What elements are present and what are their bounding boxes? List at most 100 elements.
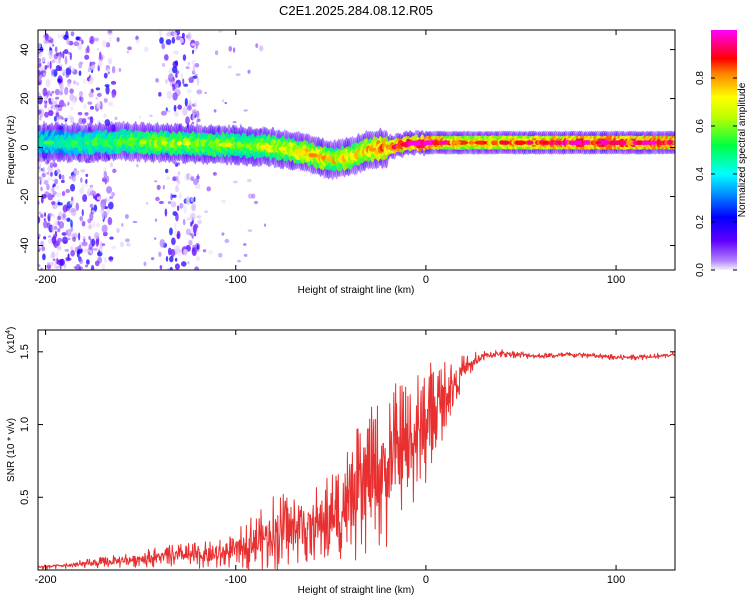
spectrogram-speckle bbox=[107, 71, 110, 75]
spectrogram-speckle bbox=[108, 101, 114, 107]
spectrogram-speckle bbox=[61, 116, 64, 120]
spectrogram-speckle bbox=[46, 172, 50, 175]
spectrogram-speckle bbox=[86, 259, 90, 265]
spectrogram-speckle bbox=[154, 180, 158, 183]
spectrogram-speckle bbox=[41, 173, 46, 178]
spectrogram-peak bbox=[603, 140, 610, 145]
spectrogram-speckle bbox=[99, 249, 103, 253]
spectrogram-speckle bbox=[78, 70, 82, 76]
spectrogram-speckle bbox=[55, 112, 60, 118]
spectrogram-speckle bbox=[50, 261, 55, 267]
spectrogram-speckle bbox=[112, 168, 117, 174]
spectrogram-speckle bbox=[175, 83, 179, 90]
spectrogram-speckle bbox=[31, 234, 34, 241]
spectrogram-speckle bbox=[194, 99, 197, 108]
spectrogram-speckle bbox=[181, 261, 187, 267]
spectrogram-speckle bbox=[29, 153, 31, 159]
spectrogram-cell bbox=[672, 140, 675, 146]
spectrogram-speckle bbox=[59, 64, 63, 67]
spectrogram-speckle bbox=[104, 256, 107, 263]
spectrogram-speckle bbox=[80, 169, 86, 173]
spectrogram-speckle bbox=[44, 212, 47, 217]
spectrogram-peak bbox=[184, 141, 191, 146]
spectrogram-speckle bbox=[34, 239, 38, 244]
spectrogram-speckle bbox=[95, 96, 98, 100]
spectrogram-speckle bbox=[91, 203, 94, 208]
spectrogram-speckle bbox=[192, 224, 197, 234]
spectrogram-speckle bbox=[66, 228, 72, 237]
x-tick-label: 0 bbox=[423, 574, 429, 586]
spectrogram-speckle bbox=[202, 249, 207, 253]
spectrogram-speckle bbox=[38, 200, 40, 206]
spectrogram-speckle bbox=[103, 170, 108, 179]
spectrogram-speckle bbox=[56, 245, 62, 251]
spectrogram-speckle bbox=[57, 228, 61, 233]
spectrogram-speckle bbox=[154, 218, 158, 222]
spectrogram-speckle bbox=[96, 222, 101, 228]
spectrogram-speckle bbox=[69, 183, 76, 192]
spectrogram-speckle bbox=[107, 197, 111, 204]
spectrogram-speckle bbox=[62, 50, 65, 59]
spectrogram-speckle bbox=[32, 155, 35, 160]
spectrogram-speckle bbox=[76, 250, 80, 258]
spectrogram-speckle bbox=[77, 111, 83, 116]
spectrogram-speckle bbox=[51, 200, 56, 206]
spectrogram-speckle bbox=[102, 211, 105, 220]
spectrogram-speckle bbox=[196, 215, 202, 219]
spectrogram-speckle bbox=[46, 183, 50, 191]
spectrogram-speckle bbox=[29, 35, 34, 40]
spectrogram-speckle bbox=[41, 246, 46, 252]
spectrogram-peak bbox=[161, 140, 168, 145]
y-tick-label: 1.5 bbox=[19, 344, 31, 359]
spectrogram-speckle bbox=[52, 162, 58, 168]
spectrogram-speckle bbox=[175, 212, 179, 222]
spectrogram-speckle bbox=[165, 168, 169, 174]
spectrogram-speckle bbox=[96, 196, 101, 201]
spectrogram-speckle bbox=[94, 194, 98, 201]
spectrogram-speckle bbox=[85, 264, 89, 268]
spectrogram-speckle bbox=[174, 222, 177, 230]
spectrogram-speckle bbox=[190, 176, 195, 182]
spectrogram-speckle bbox=[177, 162, 180, 166]
spectrogram-speckle bbox=[49, 60, 52, 70]
spectrogram-speckle bbox=[101, 243, 106, 246]
spectrogram-speckle bbox=[88, 235, 91, 240]
spectrogram-speckle bbox=[47, 61, 50, 66]
spectrogram-speckle bbox=[38, 264, 41, 268]
spectrogram-speckle bbox=[218, 252, 223, 258]
spectrogram-speckle bbox=[51, 59, 56, 64]
spectrogram-speckle bbox=[82, 235, 86, 240]
spectrogram-speckle bbox=[90, 190, 97, 197]
spectrogram-speckle bbox=[60, 179, 65, 184]
spectrogram-peak bbox=[468, 140, 475, 145]
spectrogram-speckle bbox=[83, 248, 90, 253]
spectrogram-speckle bbox=[43, 217, 46, 222]
spectrogram-speckle bbox=[172, 92, 178, 101]
spectrogram-speckle bbox=[38, 163, 41, 170]
spectrogram-speckle bbox=[55, 184, 60, 190]
spectrogram-speckle bbox=[44, 103, 47, 109]
spectrogram-peak bbox=[293, 149, 303, 154]
spectrogram-speckle bbox=[47, 40, 52, 43]
spectrogram-speckle bbox=[195, 43, 198, 50]
spectrogram-speckle bbox=[135, 38, 141, 45]
spectrogram-speckle bbox=[75, 202, 80, 211]
spectrogram-speckle bbox=[95, 87, 100, 91]
spectrogram-speckle bbox=[243, 243, 247, 246]
spectrogram-speckle bbox=[58, 202, 63, 206]
colorbar-tick-label: 0.4 bbox=[695, 167, 706, 181]
spectrogram-speckle bbox=[109, 195, 114, 200]
snr-y-multiplier: (x104) bbox=[5, 327, 17, 354]
spectrogram-speckle bbox=[40, 196, 44, 204]
spectrogram-speckle bbox=[58, 99, 65, 108]
spectrogram-speckle bbox=[190, 221, 193, 227]
spectrogram-speckle bbox=[81, 209, 84, 217]
spectrogram-speckle bbox=[96, 100, 101, 109]
spectrogram-speckle bbox=[79, 216, 84, 222]
spectrogram-peak bbox=[278, 146, 287, 151]
spectrogram-speckle bbox=[111, 245, 117, 250]
spectrogram-speckle bbox=[171, 36, 176, 44]
spectrogram-speckle bbox=[90, 265, 95, 270]
spectrogram-speckle bbox=[118, 67, 122, 72]
spectrogram-speckle bbox=[53, 225, 58, 230]
